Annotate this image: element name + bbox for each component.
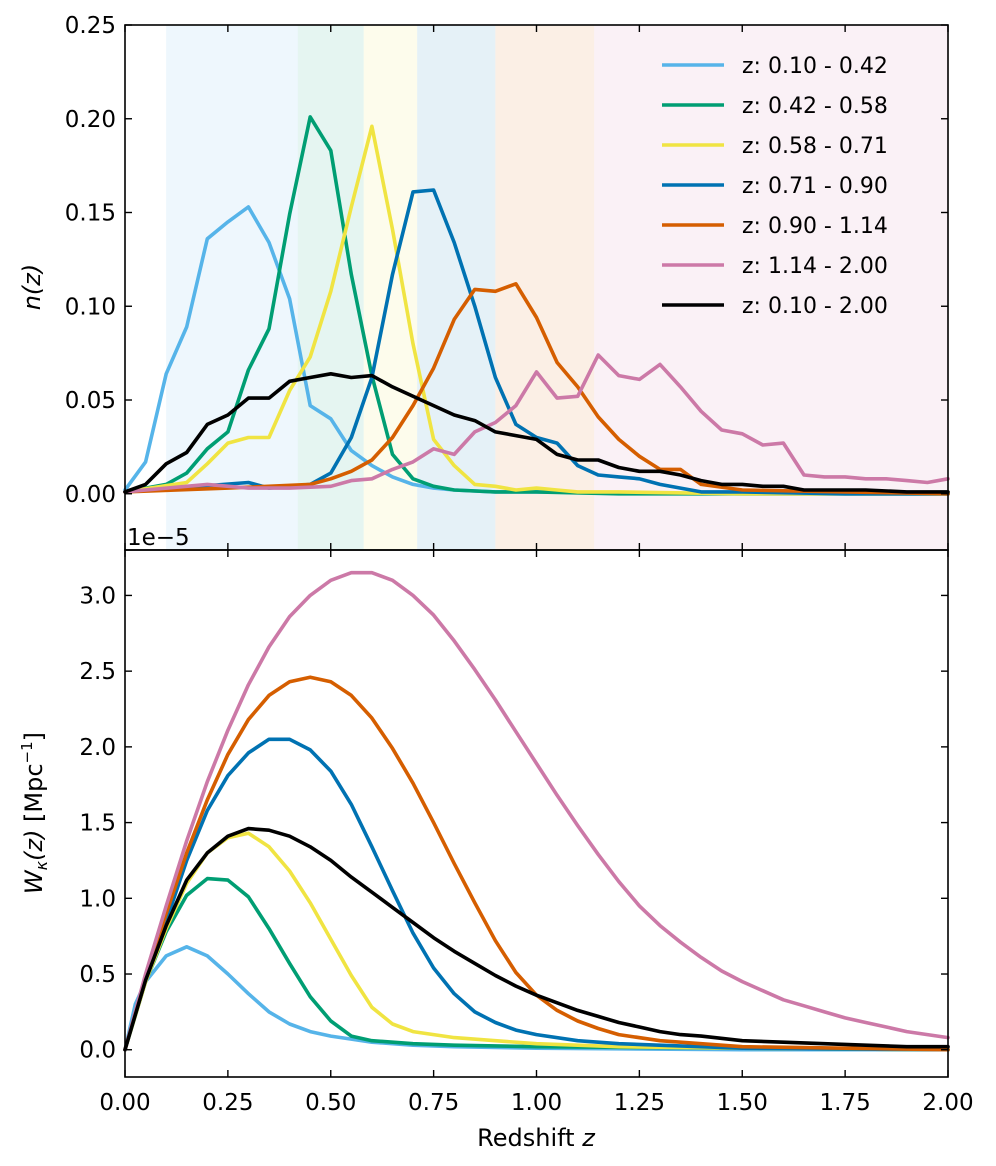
bottom-xtick-label: 1.50 <box>717 1090 768 1116</box>
top-y-axis-label: n(z) <box>18 264 46 311</box>
nz-series-z-1-14-2-00 <box>123 353 950 494</box>
top-ytick-label: 0.00 <box>65 482 116 508</box>
legend-label-z-0-10-2-00: z: 0.10 - 2.00 <box>742 294 888 319</box>
legend-label-z-0-71-0-90: z: 0.71 - 0.90 <box>742 174 888 199</box>
legend-label-z-0-10-0-42: z: 0.10 - 0.42 <box>742 54 888 79</box>
bottom-ytick-label: 1.5 <box>79 811 116 837</box>
bottom-xtick-label: 1.00 <box>511 1090 562 1116</box>
top-scale-note: 1e−5 <box>127 525 190 551</box>
bottom-ytick-label: 0.5 <box>79 962 116 988</box>
kernel-series-z-0-71-0-90 <box>123 737 950 1052</box>
bottom-ytick-label: 2.0 <box>79 735 116 761</box>
bottom-panel-lensing-kernel: 0.00 0.25 0.50 0.75 1.00 1.25 1.50 1.75 2.00 0.0 0… <box>18 549 974 1152</box>
redshift-band-6 <box>594 25 948 550</box>
legend: z: 0.10 - 0.42 z: 0.42 - 0.58 z: 0.58 - 0.… <box>662 54 888 319</box>
bottom-ytick-label: 3.0 <box>79 583 116 609</box>
x-axis-label: Redshift z <box>477 1124 596 1152</box>
nz-series-z-0-42-0-58 <box>123 115 950 496</box>
kernel-series-z-0-90-1-14 <box>123 675 950 1052</box>
top-ytick-label: 0.25 <box>65 13 116 39</box>
bottom-xtick-label: 0.00 <box>99 1090 150 1116</box>
legend-label-z-0-90-1-14: z: 0.90 - 1.14 <box>742 214 888 239</box>
bottom-ytick-label: 2.5 <box>79 659 116 685</box>
redshift-band-4 <box>417 25 496 550</box>
nz-series-z-0-10-2-00 <box>123 371 950 494</box>
nz-series-z-0-90-1-14 <box>123 281 950 496</box>
top-panel-nz: 0.00 0.05 0.10 0.15 0.20 0.25 n(z) 1e−5 z: 0.… <box>18 13 950 551</box>
legend-label-z-1-14-2-00: z: 1.14 - 2.00 <box>742 254 888 279</box>
kernel-series-z-0-42-0-58 <box>123 876 950 1052</box>
bottom-xtick-label: 0.25 <box>202 1090 253 1116</box>
bottom-series-group <box>123 570 950 1052</box>
bottom-ytick-label: 1.0 <box>79 886 116 912</box>
top-ytick-label: 0.20 <box>65 107 116 133</box>
top-ytick-label: 0.05 <box>65 388 116 414</box>
redshift-band-5 <box>495 25 595 550</box>
bottom-ytick-label: 0.0 <box>79 1038 116 1064</box>
bottom-xtick-label: 1.75 <box>820 1090 871 1116</box>
bottom-xtick-label: 0.50 <box>305 1090 356 1116</box>
bottom-y-axis-label: Wκ(z) [Mpc−1] <box>18 732 51 894</box>
top-axis-ticks: 0.00 0.05 0.10 0.15 0.20 0.25 <box>65 13 949 550</box>
legend-label-z-0-42-0-58: z: 0.42 - 0.58 <box>742 94 888 119</box>
kernel-series-z-0-10-2-00 <box>123 826 950 1052</box>
top-ytick-label: 0.15 <box>65 201 116 227</box>
bottom-xtick-label: 0.75 <box>408 1090 459 1116</box>
kernel-series-z-1-14-2-00 <box>123 570 950 1052</box>
bottom-xtick-label: 1.25 <box>614 1090 665 1116</box>
bottom-xtick-label: 2.00 <box>922 1090 973 1116</box>
nz-series-z-0-58-0-71 <box>123 124 950 496</box>
top-series-group <box>123 115 950 496</box>
legend-label-z-0-58-0-71: z: 0.58 - 0.71 <box>742 134 888 159</box>
top-ytick-label: 0.10 <box>65 294 116 320</box>
bottom-axis-ticks: 0.00 0.25 0.50 0.75 1.00 1.25 1.50 1.75 2.00 0.0 0… <box>79 550 974 1116</box>
